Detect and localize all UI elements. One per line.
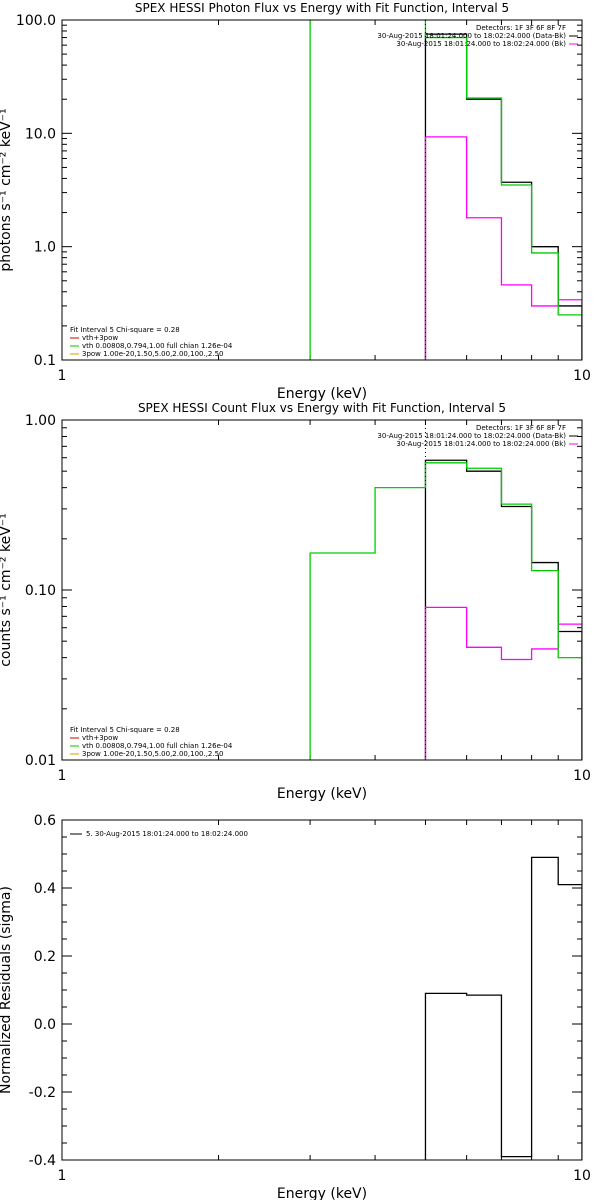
- y-ticks: -0.4 -0.2 0.0 0.2 0.4 0.6: [29, 813, 582, 1169]
- legend-entry: 30-Aug-2015 18:01:24.000 to 18:02:24.000…: [396, 40, 566, 48]
- y-tick-label: 100.0: [16, 13, 56, 29]
- x-ticks: 1 10: [58, 820, 591, 1184]
- legend-entry: Fit Interval 5 Chi-square = 0.28: [70, 326, 180, 334]
- chart-title: SPEX HESSI Photon Flux vs Energy with Fi…: [135, 1, 509, 15]
- plot-frame: [61, 819, 583, 1161]
- legend-bottom-left: Fit Interval 5 Chi-square = 0.28vth+3pow…: [70, 726, 233, 758]
- legend-entry: 30-Aug-2015 18:01:24.000 to 18:02:24.000…: [396, 440, 566, 448]
- y-tick-label: -0.4: [29, 1153, 56, 1169]
- legend-entry: Fit Interval 5 Chi-square = 0.28: [70, 726, 180, 734]
- data-series: [309, 20, 582, 360]
- legend-entry: Detectors: 1F 3F 6F 8F 7F: [476, 424, 566, 432]
- y-tick-label: 0.1: [34, 353, 56, 369]
- series-3-line: [309, 462, 582, 760]
- legend-entry: vth+3pow: [82, 734, 118, 742]
- y-tick-label: 0.6: [34, 813, 56, 829]
- x-tick-label: 1: [58, 1168, 67, 1184]
- series-1-line: [424, 459, 582, 760]
- y-tick-label: 0.01: [25, 753, 56, 769]
- y-tick-label: 0.10: [25, 583, 56, 599]
- x-tick-label: 10: [573, 1168, 591, 1184]
- legend-entry: 3pow 1.00e-20,1.50,5.00,2.00,100.,2.50: [82, 350, 224, 358]
- x-tick-label: 10: [573, 368, 591, 384]
- x-tick-label: 1: [58, 368, 67, 384]
- y-tick-label: 10.0: [25, 126, 56, 142]
- series-2-line: [424, 136, 582, 360]
- legend-entry: 30-Aug-2015 18:01:24.000 to 18:02:24.000…: [377, 432, 566, 440]
- x-axis-label: Energy (keV): [277, 386, 367, 402]
- x-tick-label: 10: [573, 768, 591, 784]
- x-axis-label: Energy (keV): [277, 786, 367, 802]
- chart-panel-2: SPEX HESSI Count Flux vs Energy with Fit…: [0, 401, 591, 802]
- data-series: [309, 459, 582, 760]
- legend-top-left: 5. 30-Aug-2015 18:01:24.000 to 18:02:24.…: [70, 830, 248, 838]
- y-tick-label: 1.0: [34, 240, 56, 256]
- y-ticks: 0.01 0.10 1.00: [25, 413, 582, 769]
- x-tick-label: 1: [58, 768, 67, 784]
- series-3-line: [309, 20, 582, 360]
- y-axis-label: photons s⁻¹ cm⁻² keV⁻¹: [0, 108, 14, 271]
- y-axis-label: Normalized Residuals (sigma): [0, 886, 14, 1094]
- y-tick-label: 0.0: [34, 1017, 56, 1033]
- series-1-line: [424, 33, 582, 360]
- legend-entry: vth+3pow: [82, 334, 118, 342]
- y-tick-label: 1.00: [25, 413, 56, 429]
- series-2-line: [424, 606, 582, 760]
- legend-bottom-left: Fit Interval 5 Chi-square = 0.28vth+3pow…: [70, 326, 233, 358]
- data-series: [424, 856, 582, 1160]
- y-ticks: 0.1 1.0 10.0 100.0: [16, 13, 582, 369]
- y-tick-label: 0.4: [34, 881, 56, 897]
- x-axis-label: Energy (keV): [277, 1186, 367, 1200]
- legend-entry: 5. 30-Aug-2015 18:01:24.000 to 18:02:24.…: [86, 830, 248, 838]
- chart-title: SPEX HESSI Count Flux vs Energy with Fit…: [138, 401, 506, 415]
- chart-panel-3: 1 10 -0.4 -0.2 0.0 0.2 0.4 0.6 Energy (keV) Norma…: [0, 813, 591, 1200]
- plot-frame: [61, 19, 583, 361]
- legend-entry: vth 0.00808,0.794,1.00 full chian 1.26e-…: [82, 742, 233, 750]
- legend-entry: vth 0.00808,0.794,1.00 full chian 1.26e-…: [82, 342, 233, 350]
- legend-entry: Detectors: 1F 3F 6F 8F 7F: [476, 24, 566, 32]
- series-1-line: [424, 856, 582, 1160]
- y-axis-label: counts s⁻¹ cm⁻² keV⁻¹: [0, 513, 14, 667]
- chart-panel-1: SPEX HESSI Photon Flux vs Energy with Fi…: [0, 1, 591, 402]
- legend-entry: 30-Aug-2015 18:01:24.000 to 18:02:24.000…: [377, 32, 566, 40]
- plot-frame: [61, 419, 583, 761]
- y-tick-label: -0.2: [29, 1085, 56, 1101]
- y-tick-label: 0.2: [34, 949, 56, 965]
- legend-entry: 3pow 1.00e-20,1.50,5.00,2.00,100.,2.50: [82, 750, 224, 758]
